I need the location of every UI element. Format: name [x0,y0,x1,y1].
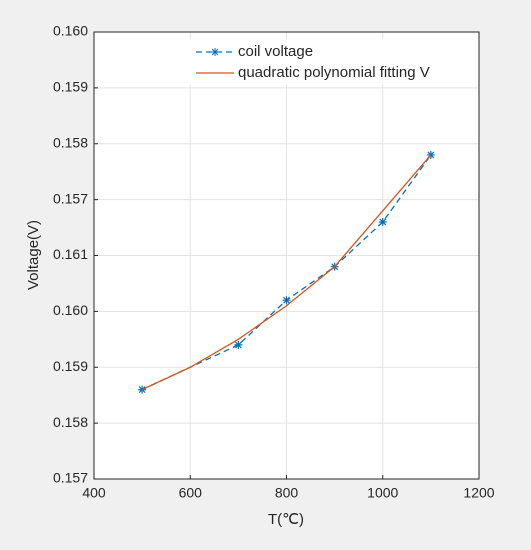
y-axis-label: Voltage(V) [25,220,42,290]
x-tick-label: 400 [82,485,106,501]
y-tick-label: 0.160 [53,23,88,39]
y-tick-label: 0.160 [53,302,88,318]
data-point [378,217,387,226]
y-tick-label: 0.158 [53,414,88,430]
legend-label: quadratic polynomial fitting V [238,64,430,81]
x-tick-label: 1000 [367,485,398,501]
x-tick-label: 600 [179,485,203,501]
data-point [234,340,243,349]
series-line [141,154,432,391]
legend: coil voltage quadratic polynomial fitting… [189,39,436,85]
legend-box [189,39,436,85]
legend-label: coil voltage [238,43,313,60]
x-tick-label: 800 [275,485,299,501]
y-tick-label: 0.158 [53,134,88,150]
plot-frame [93,31,480,480]
x-axis-label: T(℃) [268,511,304,528]
x-tick-label: 1200 [463,485,494,501]
y-tick-label: 0.157 [53,190,88,206]
data-point [282,296,291,305]
y-tick-label: 0.159 [53,358,88,374]
y-tick-label: 0.157 [53,470,88,486]
y-tick-label: 0.159 [53,79,88,95]
y-tick-label: 0.161 [53,246,88,262]
series-line [141,154,432,391]
legend-marker [211,48,219,56]
